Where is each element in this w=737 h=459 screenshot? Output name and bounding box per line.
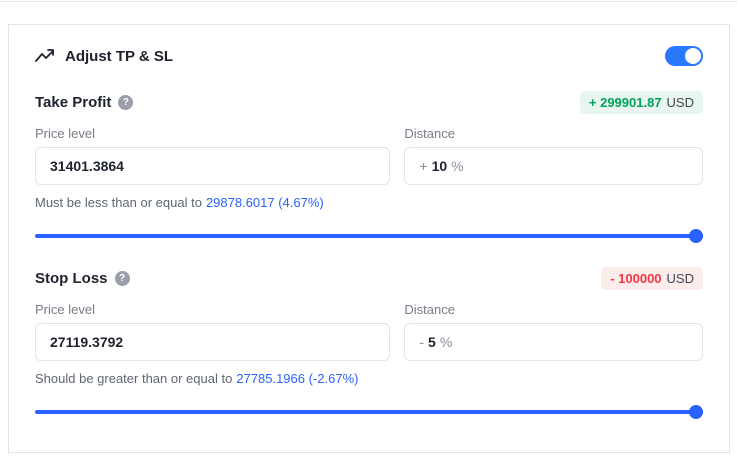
stop-loss-amount-badge: - 100000 USD [601,266,703,290]
tp-distance-field: Distance + 10 % [404,126,703,185]
tp-price-value: 31401.3864 [50,158,124,174]
sl-price-field: Price level 27119.3792 [35,302,391,361]
sl-slider-handle[interactable] [689,405,703,419]
sl-distance-field: Distance - 5 % [404,302,703,361]
tp-distance-value: 10 [431,158,448,174]
sl-slider[interactable] [35,405,703,419]
stop-loss-section: Stop Loss ? - 100000 USD Price level 271… [35,266,703,419]
panel-header: Adjust TP & SL [35,43,703,69]
tp-slider[interactable] [35,229,703,243]
stop-loss-head: Stop Loss ? - 100000 USD [35,266,703,290]
tp-distance-unit: % [451,158,464,174]
sl-distance-unit: % [439,334,453,350]
toggle-knob [685,48,701,64]
sl-slider-track[interactable] [35,410,703,414]
take-profit-title: Take Profit [35,93,112,111]
sl-distance-input[interactable]: - 5 % [404,323,703,361]
tp-suggested-price-link[interactable]: 29878.6017 (4.67%) [205,195,324,210]
tp-distance-input[interactable]: + 10 % [404,147,703,185]
tp-slider-handle[interactable] [689,229,703,243]
tp-slider-track[interactable] [35,234,703,238]
take-profit-amount: + 299901.87 [588,94,662,110]
sl-helper: Should be greater than or equal to 27785.… [35,371,703,386]
tp-helper-text: Must be less than or equal to [35,195,202,210]
stop-loss-title-wrap: Stop Loss ? [35,270,130,287]
top-divider [0,1,737,2]
tp-price-input[interactable]: 31401.3864 [35,147,391,185]
tp-distance-sign: + [419,158,428,174]
panel-header-left: Adjust TP & SL [35,48,173,65]
take-profit-head: Take Profit ? + 299901.87 USD [35,90,703,114]
sl-suggested-price-link[interactable]: 27785.1966 (-2.67%) [236,371,359,386]
take-profit-currency: USD [666,94,694,110]
panel-title: Adjust TP & SL [65,47,174,65]
trend-chart-icon [35,48,55,64]
stop-loss-amount: - 100000 [610,270,662,286]
sl-distance-label: Distance [404,302,455,317]
take-profit-section: Take Profit ? + 299901.87 USD Price leve… [35,90,703,243]
take-profit-fields: Price level 31401.3864 Distance + 10 % [35,126,703,185]
sl-helper-text: Should be greater than or equal to [35,371,233,386]
sl-price-input[interactable]: 27119.3792 [35,323,391,361]
stop-loss-help-icon[interactable]: ? [114,270,130,286]
tp-helper: Must be less than or equal to 29878.6017 … [35,195,703,210]
sl-price-label: Price level [35,302,95,317]
take-profit-help-icon[interactable]: ? [118,94,134,110]
sl-price-value: 27119.3792 [50,334,124,350]
stop-loss-fields: Price level 27119.3792 Distance - 5 % [35,302,703,361]
tp-sl-toggle[interactable] [665,46,703,66]
tp-price-label: Price level [35,126,95,141]
sl-distance-value: 5 [428,334,436,350]
tp-price-field: Price level 31401.3864 [35,126,391,185]
adjust-tp-sl-panel: Adjust TP & SL Take Profit ? + 299901.87… [8,24,730,453]
stop-loss-currency: USD [666,270,694,286]
sl-distance-sign: - [419,334,425,350]
take-profit-title-wrap: Take Profit ? [35,93,134,111]
tp-distance-label: Distance [404,126,455,141]
stop-loss-title: Stop Loss [35,269,108,287]
take-profit-amount-badge: + 299901.87 USD [579,90,703,114]
